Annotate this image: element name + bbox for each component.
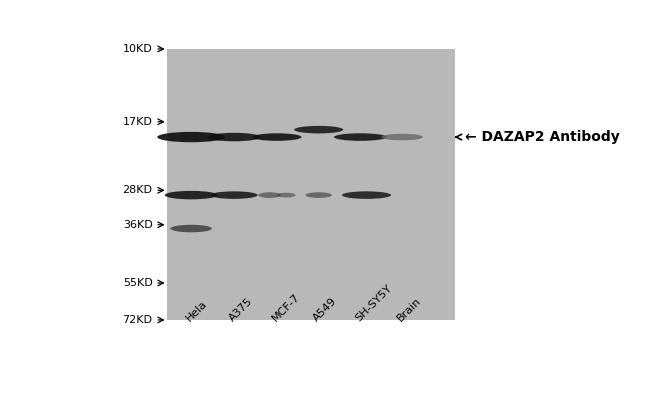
Text: 17KD: 17KD [123, 117, 153, 127]
Text: 36KD: 36KD [123, 220, 153, 230]
Ellipse shape [157, 132, 225, 142]
Ellipse shape [334, 133, 387, 141]
Ellipse shape [258, 192, 281, 198]
Text: Hela: Hela [184, 299, 209, 324]
Ellipse shape [277, 193, 296, 198]
Text: A549: A549 [311, 296, 339, 324]
Ellipse shape [294, 126, 343, 133]
Ellipse shape [170, 225, 212, 232]
Text: 10KD: 10KD [123, 44, 153, 54]
Ellipse shape [211, 192, 257, 199]
Text: MCF-7: MCF-7 [270, 292, 302, 324]
Text: ← DAZAP2 Antibody: ← DAZAP2 Antibody [465, 130, 619, 144]
Bar [166, 49, 455, 320]
Text: 28KD: 28KD [122, 185, 153, 195]
Text: Brain: Brain [395, 296, 423, 324]
Text: A375: A375 [227, 296, 254, 324]
Ellipse shape [306, 192, 332, 198]
Ellipse shape [164, 191, 218, 200]
Text: 55KD: 55KD [123, 278, 153, 288]
Text: 72KD: 72KD [122, 315, 153, 325]
Ellipse shape [208, 133, 261, 141]
Ellipse shape [252, 133, 302, 141]
Ellipse shape [382, 134, 423, 140]
Text: SH-SY5Y: SH-SY5Y [354, 283, 394, 324]
Ellipse shape [342, 192, 391, 199]
